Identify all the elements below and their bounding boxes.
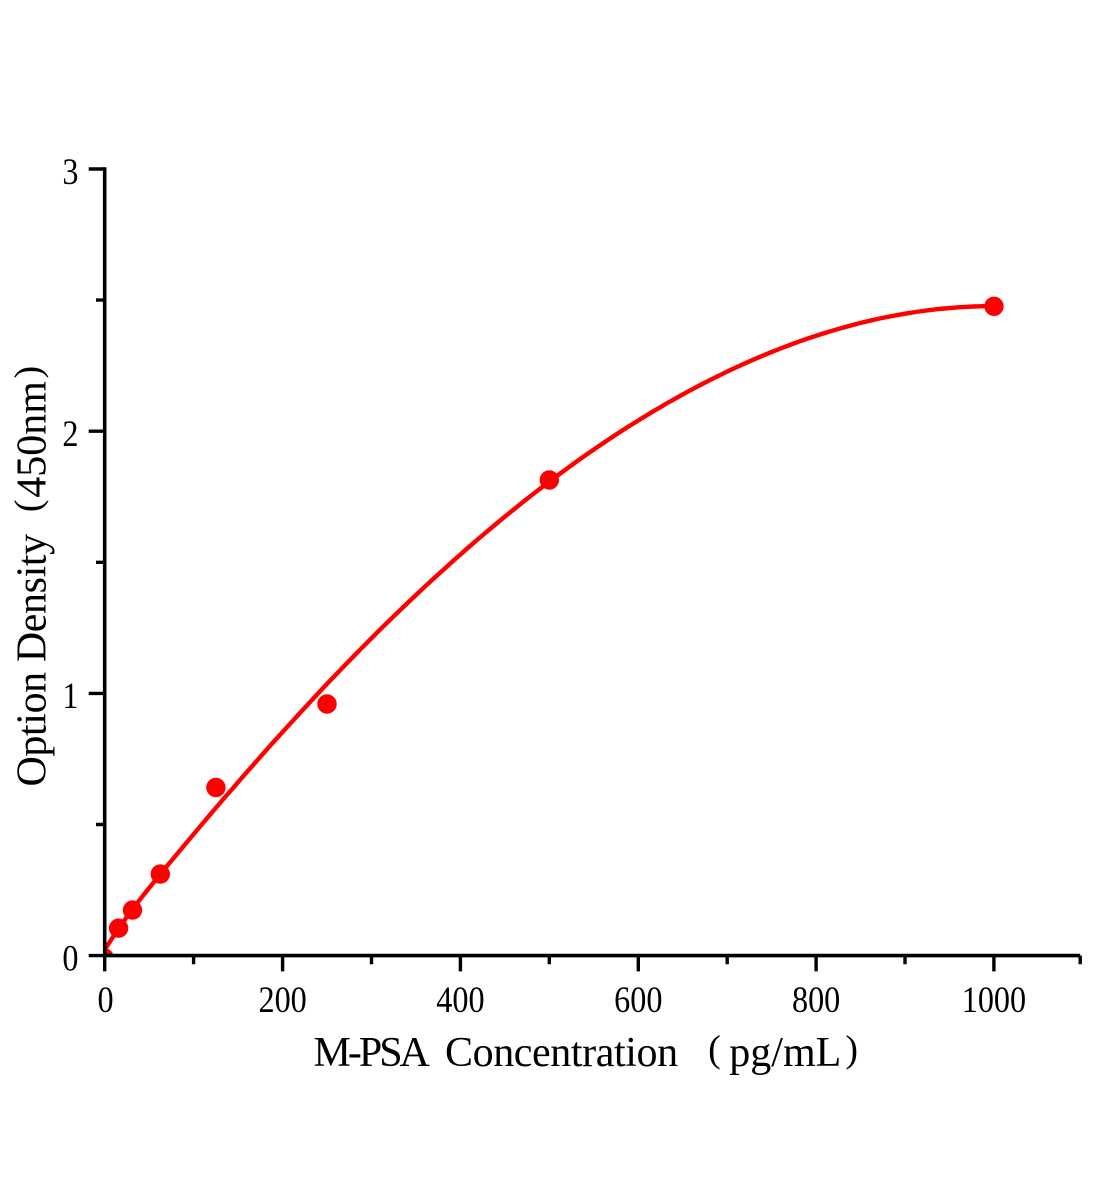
svg-text:1: 1 xyxy=(62,676,78,717)
svg-text:200: 200 xyxy=(258,980,306,1021)
svg-text:0: 0 xyxy=(97,980,113,1021)
svg-text:1000: 1000 xyxy=(962,980,1026,1021)
svg-text:Option Density(450nm): Option Density(450nm) xyxy=(8,366,56,787)
svg-text:800: 800 xyxy=(792,980,840,1021)
svg-text:0: 0 xyxy=(62,938,78,979)
svg-text:2: 2 xyxy=(62,414,78,455)
svg-text:600: 600 xyxy=(614,980,662,1021)
svg-text:400: 400 xyxy=(436,980,484,1021)
svg-text:M-PSA Concentration(pg/mL): M-PSA Concentration(pg/mL) xyxy=(314,1028,859,1076)
svg-text:3: 3 xyxy=(62,152,78,193)
